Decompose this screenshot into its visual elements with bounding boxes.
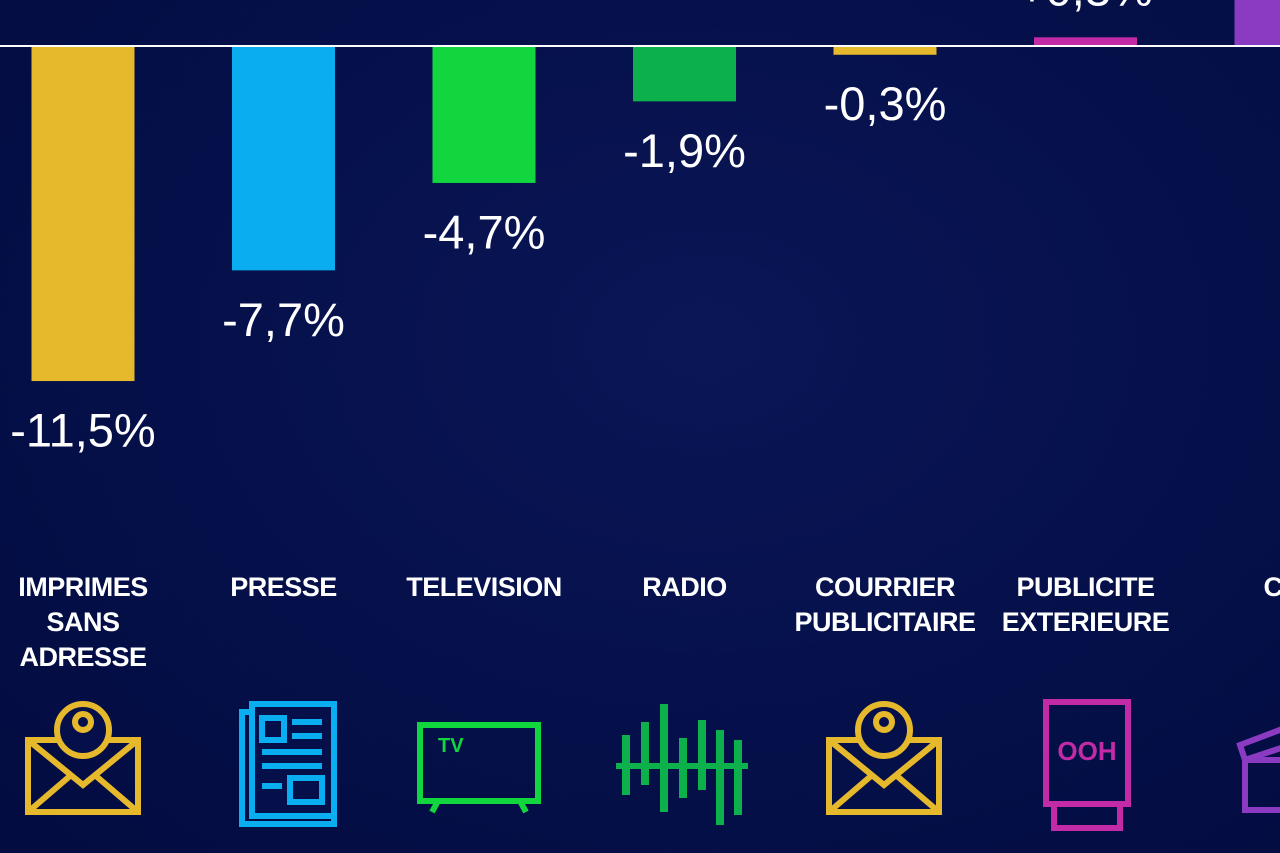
icons: TV OOH xyxy=(25,699,1280,831)
bar xyxy=(232,46,335,271)
svg-text:OOH: OOH xyxy=(1057,736,1116,766)
bar xyxy=(1034,37,1137,47)
bar xyxy=(633,46,736,102)
category-label: PRESSE xyxy=(230,572,337,602)
category-label: IMPRIMES SANS ADRESSE xyxy=(18,572,148,672)
bar xyxy=(432,46,536,183)
category-label: RADIO xyxy=(642,572,727,602)
svg-text:TV: TV xyxy=(438,735,464,757)
category-label: TELEVISION xyxy=(406,572,562,602)
value-label: +0,3% xyxy=(1018,0,1153,16)
newspaper-icon xyxy=(239,701,337,827)
bar xyxy=(31,46,135,382)
value-label: -7,7% xyxy=(222,293,345,346)
envelope-icon xyxy=(25,701,141,815)
category-label: COURRIER PUBLICITAIRE xyxy=(794,572,977,637)
envelope-icon xyxy=(826,701,942,815)
bar xyxy=(833,46,937,55)
value-label: -0,3% xyxy=(824,77,947,130)
radio-icon xyxy=(616,704,748,825)
value-label: -4,7% xyxy=(423,205,546,258)
billboard-icon: OOH xyxy=(1043,699,1131,831)
value-label: -11,5% xyxy=(10,403,155,456)
tv-icon: TV xyxy=(417,722,541,814)
category-label: PUBLICITE EXTERIEURE xyxy=(1001,572,1170,637)
category-label: CIN xyxy=(1263,572,1280,602)
cinema-icon xyxy=(1236,726,1280,813)
value-label: -1,9% xyxy=(623,124,746,177)
bar xyxy=(1234,0,1280,47)
